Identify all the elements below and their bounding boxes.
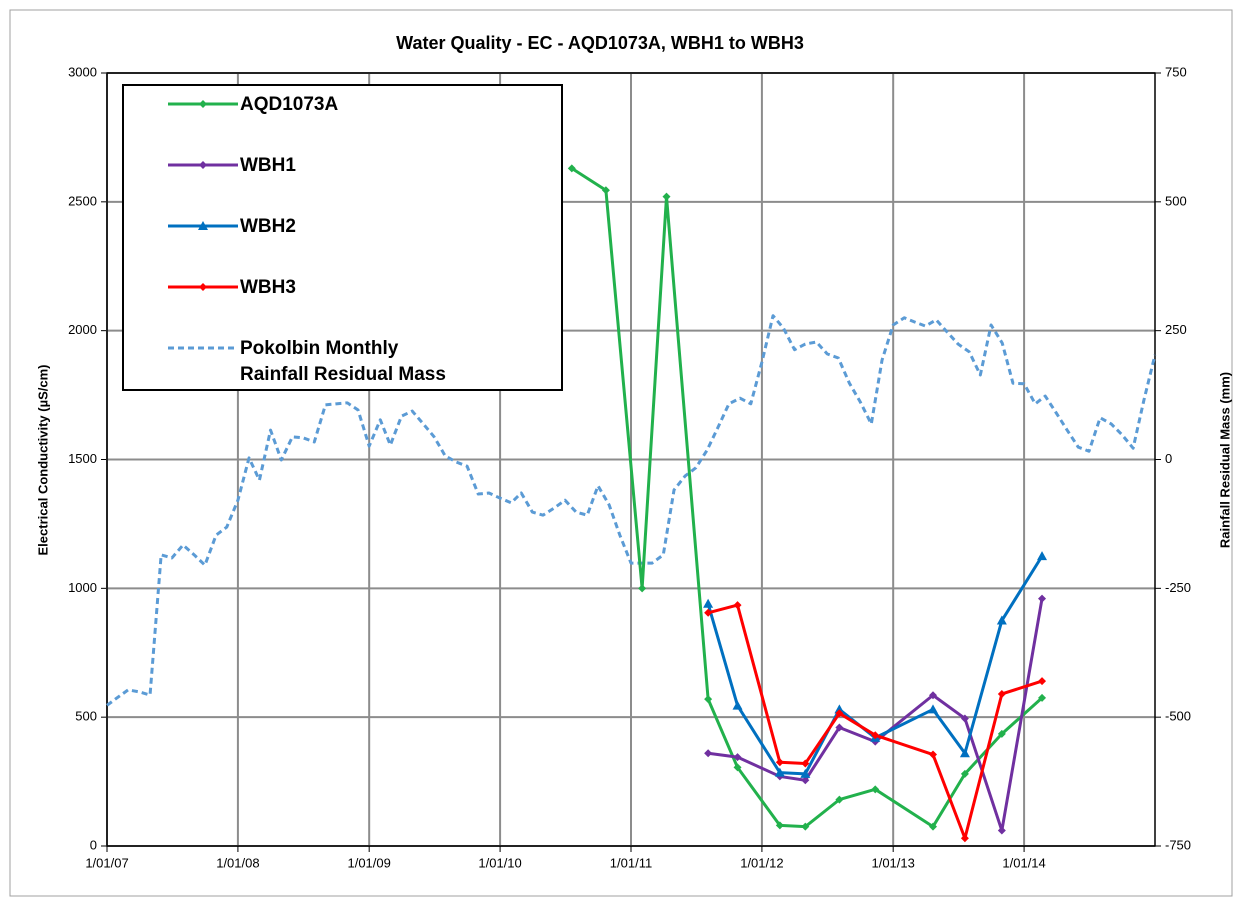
y-tick-label: 1500 <box>68 451 97 466</box>
y-tick-label: 500 <box>75 709 97 724</box>
y2-tick-label: 500 <box>1165 193 1187 208</box>
legend-item: AQD1073A <box>124 92 561 153</box>
x-tick-label: 1/01/13 <box>871 855 914 870</box>
y2-tick-label: -500 <box>1165 709 1191 724</box>
data-point <box>733 601 742 610</box>
data-point <box>960 769 969 778</box>
series-line <box>707 603 1043 840</box>
data-point <box>704 695 713 704</box>
y-tick-label: 2500 <box>68 193 97 208</box>
legend-item: WBH2 <box>124 214 561 275</box>
data-point <box>928 691 937 700</box>
data-point <box>959 748 970 758</box>
legend-label: Pokolbin Monthly Rainfall Residual Mass <box>240 338 446 385</box>
legend-swatch <box>168 100 238 108</box>
legend-swatch <box>168 283 238 291</box>
data-point <box>960 714 969 723</box>
data-point <box>997 729 1006 738</box>
legend-item: Pokolbin Monthly Rainfall Residual Mass <box>124 336 561 397</box>
chart-title: Water Quality - EC - AQD1073A, WBH1 to W… <box>396 33 804 53</box>
x-tick-label: 1/01/08 <box>216 855 259 870</box>
legend-label: WBH1 <box>240 155 296 176</box>
data-point <box>801 822 810 831</box>
data-point <box>871 785 880 794</box>
data-point <box>567 164 576 173</box>
data-point <box>1037 551 1048 561</box>
legend-label: AQD1073A <box>240 94 339 115</box>
data-point <box>835 709 844 718</box>
series-line <box>571 167 1044 829</box>
legend-label: WBH2 <box>240 216 296 237</box>
legend-swatch <box>168 221 238 230</box>
legend-marker <box>198 221 208 230</box>
legend-label: WBH3 <box>240 277 296 298</box>
data-point <box>834 704 845 714</box>
x-tick-label: 1/01/09 <box>347 855 390 870</box>
data-point <box>601 186 610 195</box>
data-point <box>703 598 714 608</box>
x-tick-label: 1/01/10 <box>478 855 521 870</box>
data-point <box>662 192 671 201</box>
legend-swatch <box>168 346 238 350</box>
data-point <box>704 749 713 758</box>
legend-marker <box>199 100 207 108</box>
data-point <box>960 834 969 843</box>
legend-swatch <box>168 161 238 169</box>
plot-border <box>106 72 1156 847</box>
y2-tick-label: -250 <box>1165 580 1191 595</box>
data-point <box>1038 693 1047 702</box>
data-point <box>733 753 742 762</box>
data-point <box>732 700 743 710</box>
legend: AQD1073A WBH1 WBH2 WBH3 Pokolbin Monthly Rai… <box>122 84 563 391</box>
y-tick-label: 3000 <box>68 64 97 79</box>
data-point <box>835 723 844 732</box>
data-point <box>801 776 810 785</box>
x-tick-label: 1/01/11 <box>610 855 652 870</box>
data-point <box>928 750 937 759</box>
y2-tick-label: 0 <box>1165 451 1172 466</box>
x-tick-label: 1/01/14 <box>1002 855 1045 870</box>
legend-item: WBH1 <box>124 153 561 214</box>
y-axis-title: Electrical Conductivity (µS/cm) <box>35 365 50 556</box>
x-tick-label: 1/01/07 <box>85 855 128 870</box>
y-tick-label: 0 <box>90 837 97 852</box>
data-point <box>801 759 810 768</box>
data-point <box>775 821 784 830</box>
data-point <box>835 795 844 804</box>
data-point <box>1038 677 1047 686</box>
data-point <box>996 615 1007 625</box>
data-point <box>927 704 938 714</box>
data-point <box>997 689 1006 698</box>
data-point <box>774 767 785 777</box>
legend-item: WBH3 <box>124 275 561 336</box>
y2-tick-label: -750 <box>1165 837 1191 852</box>
y-tick-label: 1000 <box>68 580 97 595</box>
data-point <box>704 608 713 617</box>
series-line <box>707 598 1044 833</box>
data-point <box>1038 594 1047 603</box>
y-tick-label: 2000 <box>68 322 97 337</box>
y2-axis-title: Rainfall Residual Mass (mm) <box>1217 372 1232 548</box>
data-point <box>997 826 1006 835</box>
legend-marker <box>199 283 207 291</box>
data-point <box>775 758 784 767</box>
data-point <box>800 768 811 778</box>
data-point <box>928 822 937 831</box>
x-tick-label: 1/01/12 <box>740 855 783 870</box>
data-point <box>733 763 742 772</box>
data-point <box>638 584 647 593</box>
series-line <box>106 314 1157 707</box>
y2-tick-label: 250 <box>1165 322 1187 337</box>
legend-marker <box>199 161 207 169</box>
y2-tick-label: 750 <box>1165 64 1187 79</box>
data-point <box>871 731 880 740</box>
